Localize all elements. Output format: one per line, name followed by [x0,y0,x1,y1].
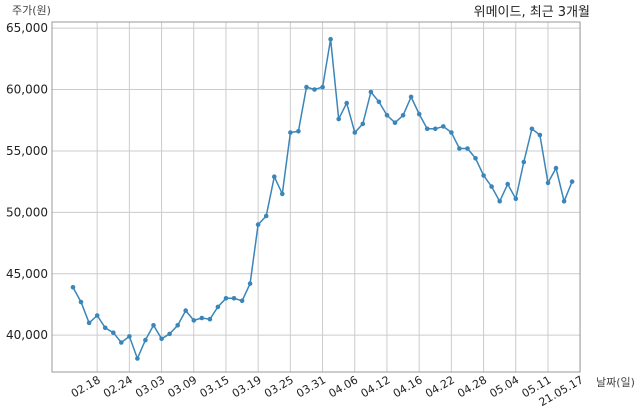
x-tick-label: 02.24 [101,373,135,400]
data-point [296,129,301,134]
data-point [513,196,519,202]
data-point [433,126,438,132]
data-point [280,191,285,197]
data-point [505,181,511,187]
data-point [175,323,180,328]
x-tick-label: 04.06 [326,373,360,400]
data-point [344,100,350,106]
y-gridlines [52,27,580,336]
data-point [127,334,132,339]
data-point [143,337,148,343]
data-point [111,330,116,336]
data-point [167,331,172,337]
data-point [408,94,414,100]
x-tick-label: 03.31 [294,373,328,400]
data-point [304,84,309,90]
y-tick-label: 50,000 [6,205,48,219]
y-axis-label: 주가(원) [12,4,51,17]
data-point [449,130,454,135]
data-point [473,156,478,161]
data-point [521,159,527,165]
data-point [247,281,253,286]
x-tick-label: 03.09 [165,373,199,400]
data-point [199,315,205,321]
x-tick-label: 03.03 [133,373,167,400]
data-point [465,146,470,151]
x-tick-label: 04.12 [359,373,393,400]
data-point [78,299,84,305]
chart-title: 위메이드, 최근 3개월 [474,5,590,20]
y-tick-labels: 40,000 45,000 50,000 55,000 60,000 65,000 [6,21,48,342]
data-point [384,113,390,118]
data-point [183,308,188,313]
data-point [416,111,422,117]
data-point [288,130,293,135]
data-point [239,298,245,304]
x-tick-label: 05.04 [487,373,521,400]
data-point [135,356,140,361]
data-point [553,165,559,171]
data-point [376,99,382,105]
data-point [360,121,366,127]
data-point [70,285,76,290]
data-point [255,222,261,227]
data-point [320,84,325,90]
data-point [545,180,551,186]
data-point [441,124,446,129]
y-tick-label: 55,000 [6,144,48,158]
data-point [159,336,164,342]
x-tick-label: 03.15 [198,373,232,400]
data-point [191,318,197,323]
data-point [489,184,494,189]
y-tick-label: 40,000 [6,328,48,342]
data-point [352,130,358,135]
y-tick-label: 60,000 [6,83,48,97]
x-tick-label: 04.28 [455,373,489,400]
data-point [119,340,124,345]
x-gridlines [96,22,581,372]
x-axis-label: 날짜(일) [596,375,635,389]
x-tick-labels: 02.1802.2403.0303.0903.1503.1903.2503.31… [69,373,586,409]
data-point [94,313,100,318]
data-point [481,173,486,178]
data-point [392,120,398,125]
data-point [151,323,156,328]
data-point [86,320,92,326]
data-point [529,126,535,132]
x-tick-label: 03.25 [262,373,296,400]
x-tick-label: 04.16 [391,373,425,400]
data-point [102,325,108,331]
data-point [336,116,342,122]
x-tick-label: 04.22 [423,373,457,400]
data-point [328,36,333,42]
x-tick-label: 02.18 [69,373,103,400]
data-point [272,174,277,179]
data-point [569,179,575,184]
plot-frame [51,21,581,373]
data-point [223,296,229,301]
data-point [400,113,406,118]
data-point [263,213,269,219]
data-point [231,296,237,301]
data-point [424,126,430,132]
data-point [368,89,374,95]
y-tick-label: 65,000 [6,21,48,35]
series-points [70,36,575,361]
data-point [457,146,462,151]
y-tick-label: 45,000 [6,267,48,281]
data-point [312,87,317,92]
data-point [561,199,567,204]
data-point [497,199,503,204]
data-point [537,132,543,138]
data-point [207,316,213,322]
data-point [215,304,221,310]
x-tick-label: 03.19 [230,373,264,400]
